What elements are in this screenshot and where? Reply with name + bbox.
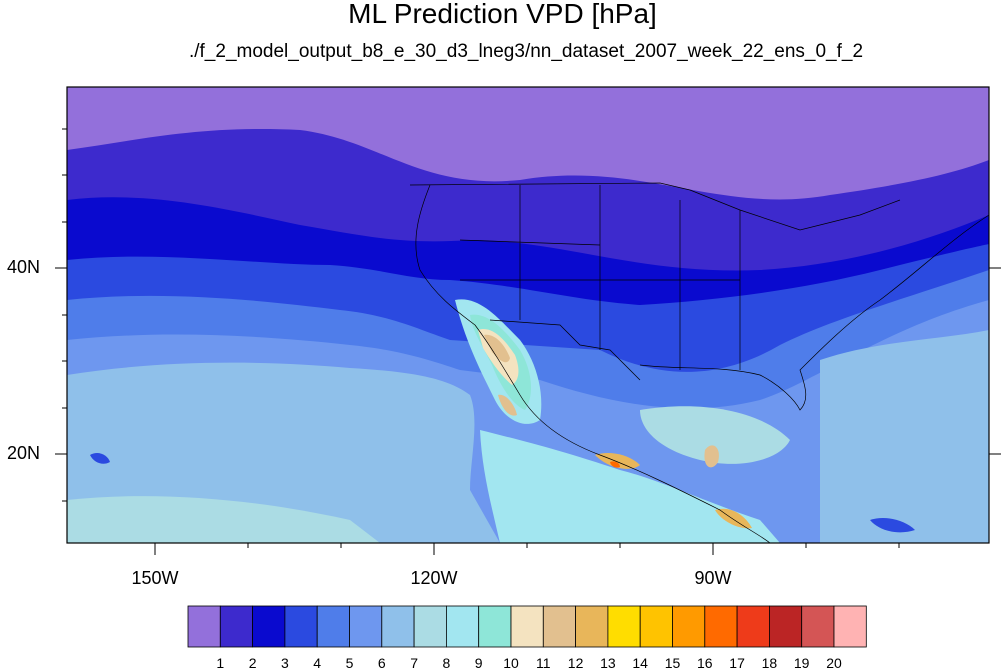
band-level-9 xyxy=(480,430,780,543)
lon-label-150w: 150W xyxy=(131,568,179,588)
colorbar-label: 20 xyxy=(826,655,842,671)
colorbar-label: 2 xyxy=(248,655,257,671)
colorbar-swatch-9 xyxy=(478,605,512,648)
mexico-level-13 xyxy=(595,453,640,469)
central-america-level-13 xyxy=(715,508,752,529)
colorbar xyxy=(187,605,867,648)
tick-marks xyxy=(55,128,1001,555)
lat-label-20n: 20N xyxy=(6,443,40,463)
colorbar-swatch-18 xyxy=(769,605,803,648)
colorbar-swatch-5 xyxy=(349,605,383,648)
colorbar-swatch-7 xyxy=(413,605,447,648)
desert-level-12 xyxy=(484,334,510,363)
yucatan-level-12 xyxy=(704,445,719,468)
colorbar-swatch-14 xyxy=(639,605,673,648)
band-level-8-gulf xyxy=(640,406,790,464)
caribbean-level-4 xyxy=(870,518,915,533)
colorbar-swatch-10 xyxy=(510,605,544,648)
state-lines xyxy=(459,185,741,370)
colorbar-swatch-2 xyxy=(252,605,286,648)
colorbar-swatch-12 xyxy=(575,605,609,648)
colorbar-label: 12 xyxy=(567,655,584,671)
colorbar-swatch-11 xyxy=(542,605,576,648)
band-level-8-south xyxy=(67,496,380,543)
vpd-filled-contours xyxy=(67,87,989,543)
colorbar-label: 19 xyxy=(793,655,810,671)
mexico-level-16 xyxy=(610,461,620,468)
colorbar-swatch-8 xyxy=(445,605,480,648)
lat-label-40n: 40N xyxy=(6,257,40,277)
colorbar-label: 18 xyxy=(761,655,778,671)
colorbar-swatch-13 xyxy=(607,605,641,648)
colorbar-label: 17 xyxy=(729,655,745,671)
us-mexico-border xyxy=(489,319,641,381)
colorbar-label: 4 xyxy=(313,655,322,671)
colorbar-label: 9 xyxy=(474,655,483,671)
map-title: ML Prediction VPD [hPa] xyxy=(348,0,657,29)
colorbar-label: 6 xyxy=(377,655,386,671)
colorbar-swatch-3 xyxy=(284,605,318,648)
colorbar-swatch-16 xyxy=(704,605,738,648)
colorbar-label: 5 xyxy=(345,655,354,671)
colorbar-swatch-6 xyxy=(381,605,415,648)
colorbar-swatch-15 xyxy=(672,605,706,648)
boundaries xyxy=(409,182,989,543)
colorbar-swatch-4 xyxy=(316,605,350,648)
band-level-7-caribbean xyxy=(820,330,989,543)
colorbar-label: 16 xyxy=(697,655,713,671)
lon-label-90w: 90W xyxy=(694,568,732,588)
colorbar-swatch-19 xyxy=(801,605,835,648)
colorbar-label: 11 xyxy=(536,655,551,671)
colorbar-label: 15 xyxy=(664,655,681,671)
pacific-coastline xyxy=(415,184,771,543)
map-subtitle: ./f_2_model_output_b8_e_30_d3_lneg3/nn_d… xyxy=(188,41,864,62)
colorbar-swatch-0 xyxy=(187,605,221,648)
colorbar-label: 1 xyxy=(216,655,225,671)
baja-level-12 xyxy=(498,394,517,416)
colorbar-label: 14 xyxy=(632,655,648,671)
colorbar-swatch-20 xyxy=(833,605,867,648)
colorbar-label: 8 xyxy=(442,655,451,671)
hawaii-level-4 xyxy=(90,452,110,464)
atlantic-gulf-coastline xyxy=(639,214,989,411)
colorbar-label: 10 xyxy=(503,655,519,671)
colorbar-label: 13 xyxy=(600,655,616,671)
colorbar-swatch-17 xyxy=(736,605,770,648)
colorbar-label: 3 xyxy=(280,655,289,671)
colorbar-label: 7 xyxy=(410,655,418,671)
colorbar-swatch-1 xyxy=(219,605,254,648)
lon-label-120w: 120W xyxy=(410,568,458,588)
